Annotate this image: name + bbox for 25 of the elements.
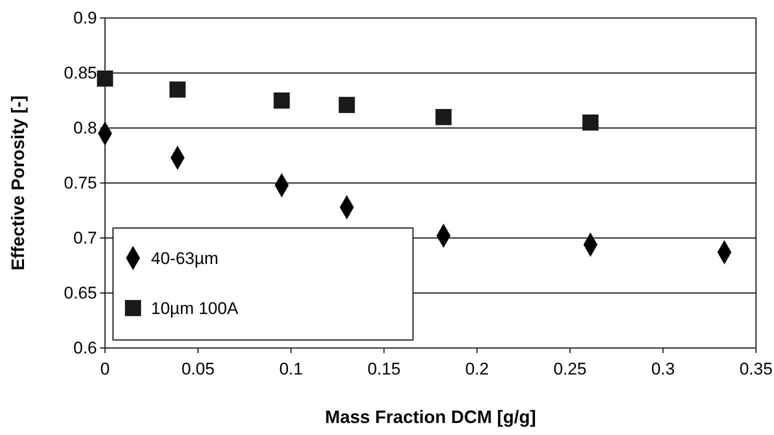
y-tick-label: 0.75 <box>64 173 97 192</box>
x-tick-label: 0 <box>100 360 110 379</box>
x-tick-label: 0.15 <box>367 360 401 379</box>
point <box>274 92 290 109</box>
point <box>169 81 186 98</box>
x-axis-title: Mass Fraction DCM [g/g] <box>324 407 536 427</box>
x-tick-label: 0.2 <box>465 360 489 379</box>
legend-label: 40-63µm <box>151 249 218 268</box>
y-tick-label: 0.65 <box>64 283 97 302</box>
point <box>338 96 355 113</box>
x-tick-label: 0.1 <box>279 360 303 379</box>
y-tick-label: 0.85 <box>64 63 97 82</box>
point <box>435 108 452 126</box>
x-tick-label: 0.3 <box>651 360 675 379</box>
y-tick-label: 0.8 <box>73 118 97 138</box>
y-axis-title: Effective Porosity [-] <box>8 95 28 271</box>
y-tick-label: 0.6 <box>73 338 97 358</box>
legend-label: 10µm 100A <box>151 299 239 318</box>
point <box>96 70 114 87</box>
y-tick-label: 0.9 <box>73 8 97 28</box>
y-tick-label: 0.7 <box>73 228 97 248</box>
x-tick-label: 0.05 <box>181 360 215 379</box>
x-tick-label: 0.25 <box>553 360 587 379</box>
point <box>582 114 599 131</box>
x-tick-label: 0.35 <box>739 360 773 379</box>
